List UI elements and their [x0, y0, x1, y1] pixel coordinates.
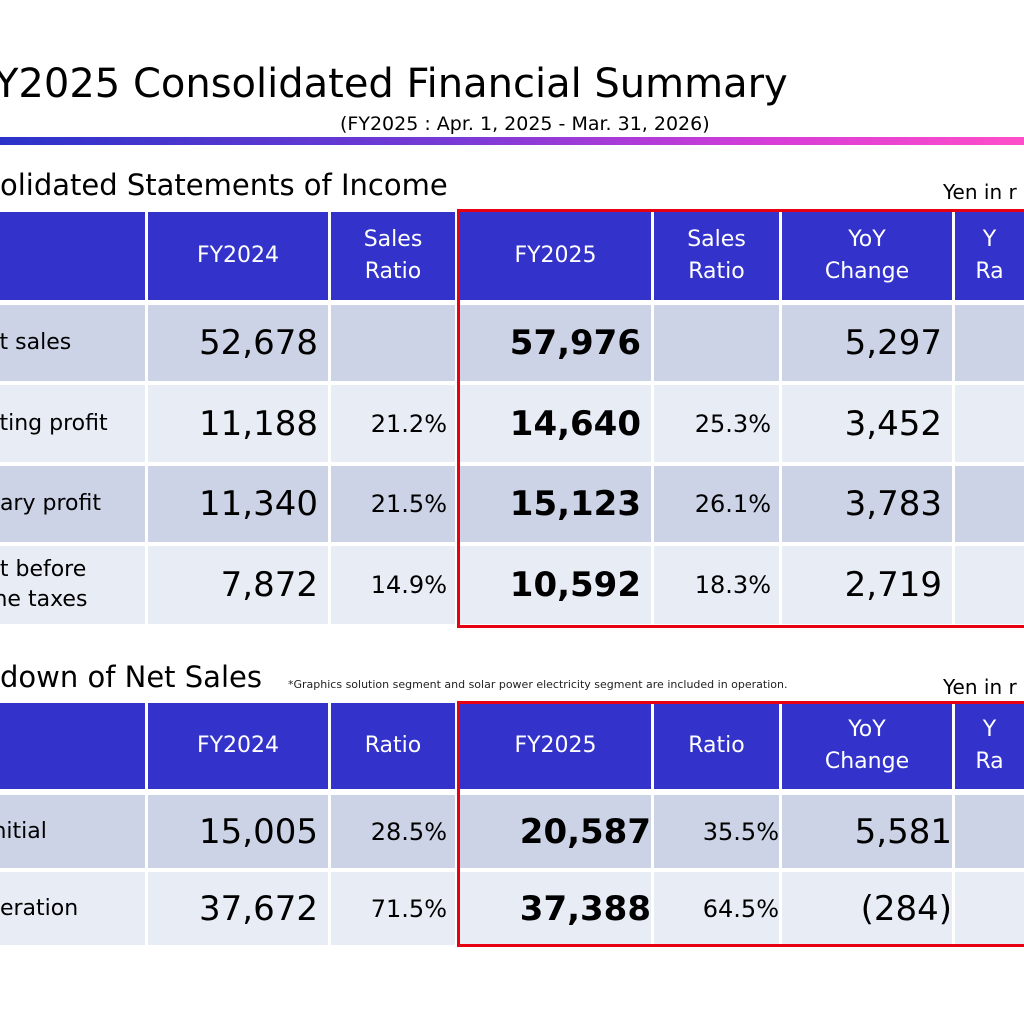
fy2024-value: 7,872 [148, 546, 328, 624]
header-cell-item [0, 212, 145, 300]
income-section-title: olidated Statements of Income [0, 168, 448, 202]
table-row: nary profit 11,340 21.5% 15,123 26.1% 3,… [0, 466, 1024, 542]
header-cell-fy2025: FY2025 [460, 703, 651, 789]
income-header-row: FY2024 Sales Ratio FY2025 Sales Ratio Yo… [0, 212, 1024, 300]
fy2024-value: 37,672 [148, 872, 328, 945]
breakdown-header-row: FY2024 Ratio FY2025 Ratio YoY Change Y R… [0, 703, 1024, 789]
fy2024-value: 11,340 [148, 466, 328, 542]
header-cell-yoy-change: YoY Change [782, 703, 952, 789]
income-unit-label: Yen in r [943, 180, 1017, 204]
row-label: peration [0, 872, 145, 945]
yoy-ratio-value: 3 [955, 546, 1024, 624]
page-title: Y2025 Consolidated Financial Summary [0, 61, 788, 107]
fy2024-value: 52,678 [148, 305, 328, 381]
yoy-change-value: 5,297 [782, 305, 952, 381]
table-row: ating profit 11,188 21.2% 14,640 25.3% 3… [0, 385, 1024, 462]
header-cell-item [0, 703, 145, 789]
table-row: et sales 52,678 57,976 5,297 1 [0, 305, 1024, 381]
fy2025-value: 15,123 [460, 466, 651, 542]
yoy-ratio-value: 3 [955, 385, 1024, 462]
sales-ratio-2024: 21.2% [331, 385, 455, 462]
yoy-ratio-value [955, 795, 1024, 868]
sales-ratio-2025: 26.1% [654, 466, 779, 542]
sales-ratio-2024 [331, 305, 455, 381]
ratio-2024: 71.5% [331, 872, 455, 945]
sales-ratio-2025 [654, 305, 779, 381]
row-label: Initial [0, 795, 145, 868]
table-row: peration 37,672 71.5% 37,388 64.5% (284) [0, 872, 1024, 945]
yoy-ratio-value: 1 [955, 305, 1024, 381]
fy2024-value: 15,005 [148, 795, 328, 868]
breakdown-footnote: *Graphics solution segment and solar pow… [288, 678, 788, 691]
yoy-change-value: 3,783 [782, 466, 952, 542]
fy2025-value: 57,976 [460, 305, 651, 381]
yoy-change-value: 2,719 [782, 546, 952, 624]
yoy-ratio-value: 3 [955, 466, 1024, 542]
title-gradient-divider [0, 137, 1024, 145]
sales-ratio-2025: 25.3% [654, 385, 779, 462]
table-row: fit before me taxes 7,872 14.9% 10,592 1… [0, 546, 1024, 624]
header-cell-fy2025: FY2025 [460, 212, 651, 300]
header-cell-ratio-2024: Ratio [331, 703, 455, 789]
header-cell-fy2024: FY2024 [148, 703, 328, 789]
table-row: Initial 15,005 28.5% 20,587 35.5% 5,581 [0, 795, 1024, 868]
fy2025-value: 14,640 [460, 385, 651, 462]
row-label: fit before me taxes [0, 546, 145, 624]
breakdown-section-title: down of Net Sales [0, 660, 262, 694]
yoy-change-value: 3,452 [782, 385, 952, 462]
header-cell-sales-ratio-2024: Sales Ratio [331, 212, 455, 300]
header-cell-yoy-ratio: Y Ra [955, 703, 1024, 789]
yoy-change-value: (284) [782, 872, 952, 945]
row-label: et sales [0, 305, 145, 381]
header-cell-yoy-change: YoY Change [782, 212, 952, 300]
sales-ratio-2024: 14.9% [331, 546, 455, 624]
row-label: ating profit [0, 385, 145, 462]
fy2024-value: 11,188 [148, 385, 328, 462]
fy2025-value: 10,592 [460, 546, 651, 624]
sales-ratio-2024: 21.5% [331, 466, 455, 542]
header-cell-sales-ratio-2025: Sales Ratio [654, 212, 779, 300]
ratio-2024: 28.5% [331, 795, 455, 868]
breakdown-unit-label: Yen in r [943, 675, 1017, 699]
header-cell-ratio-2025: Ratio [654, 703, 779, 789]
fy2025-value: 37,388 [460, 872, 651, 945]
row-label: nary profit [0, 466, 145, 542]
ratio-2025: 35.5% [654, 795, 779, 868]
sales-ratio-2025: 18.3% [654, 546, 779, 624]
ratio-2025: 64.5% [654, 872, 779, 945]
yoy-ratio-value [955, 872, 1024, 945]
yoy-change-value: 5,581 [782, 795, 952, 868]
fy2025-value: 20,587 [460, 795, 651, 868]
header-cell-yoy-ratio: Y Ra [955, 212, 1024, 300]
fiscal-period-subtitle: (FY2025 : Apr. 1, 2025 - Mar. 31, 2026) [340, 113, 710, 135]
header-cell-fy2024: FY2024 [148, 212, 328, 300]
